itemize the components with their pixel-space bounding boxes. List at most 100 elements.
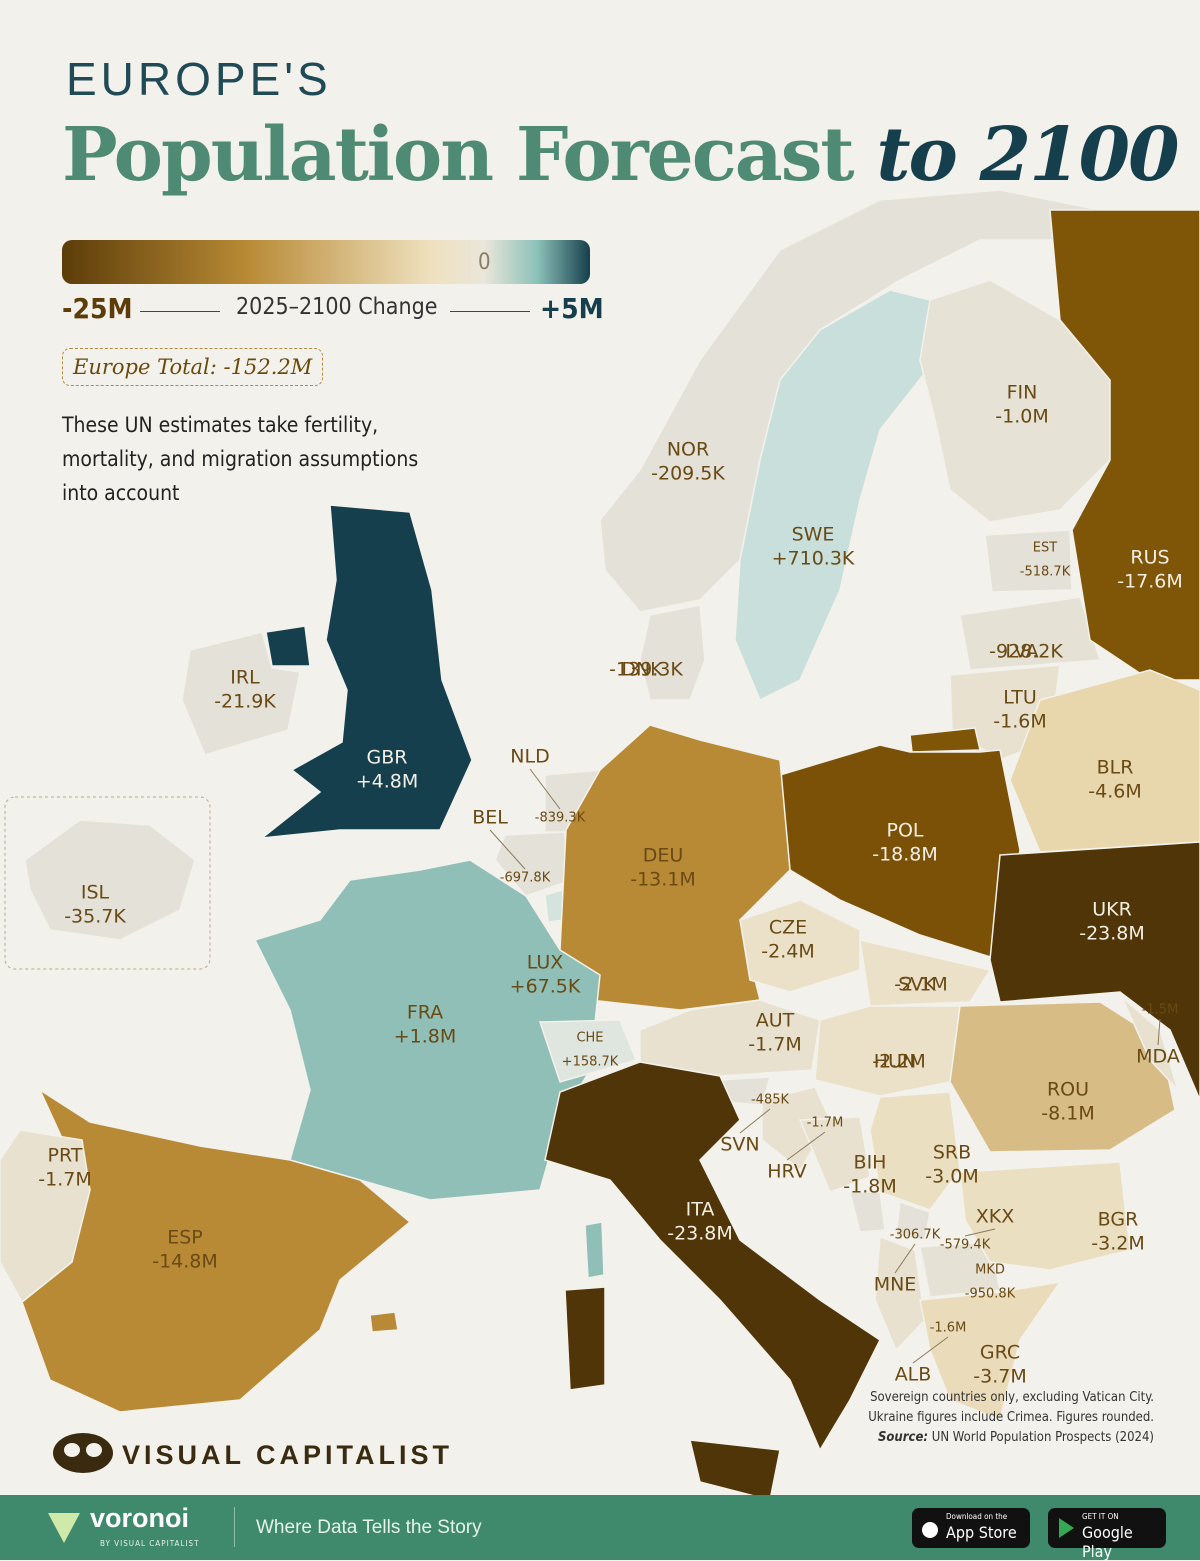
country-shape bbox=[0, 1129, 91, 1304]
legend-label: 2025–2100 Change bbox=[236, 294, 438, 320]
country-shape bbox=[24, 819, 196, 941]
footer-logo: voronoi bbox=[90, 1503, 189, 1533]
country-code: SRB bbox=[933, 1142, 971, 1164]
country-change: -13.1M bbox=[630, 869, 696, 891]
leader-line bbox=[964, 1228, 996, 1237]
leader-line bbox=[1157, 1018, 1161, 1046]
country-change: +710.3K bbox=[772, 548, 855, 570]
country-shape bbox=[584, 1221, 605, 1279]
country-change: -950.8K bbox=[965, 1287, 1016, 1302]
leader-line bbox=[739, 1108, 771, 1134]
country-code: LVA bbox=[1005, 641, 1038, 663]
country-shape bbox=[989, 841, 1200, 1101]
leader-line bbox=[894, 1243, 916, 1274]
country-code: SWE bbox=[792, 524, 835, 546]
country-shape bbox=[739, 899, 861, 993]
country-code: GBR bbox=[367, 747, 408, 769]
country-change: -2.1M bbox=[894, 974, 947, 996]
country-shape bbox=[544, 1061, 881, 1452]
description-line: mortality, and migration assumptions bbox=[62, 447, 419, 471]
country-change: -1.6M bbox=[930, 1321, 967, 1336]
country-shape bbox=[639, 604, 706, 701]
google-play-big: Google Play bbox=[1082, 1523, 1133, 1561]
country-code: POL bbox=[887, 820, 924, 842]
country-code: IRL bbox=[230, 667, 260, 689]
country-code: ROU bbox=[1047, 1079, 1089, 1101]
country-change: +67.5K bbox=[510, 976, 581, 998]
country-shape bbox=[909, 727, 981, 753]
title-accent: to 2100 bbox=[876, 112, 1179, 198]
country-shape bbox=[1009, 669, 1200, 853]
country-change: -485K bbox=[751, 1093, 790, 1108]
country-change: -518.7K bbox=[1020, 565, 1071, 580]
country-change: -1.5M bbox=[1142, 1003, 1179, 1018]
country-code: DEU bbox=[643, 845, 684, 867]
voronoi-logo bbox=[48, 1513, 80, 1543]
country-shape bbox=[369, 1311, 399, 1333]
country-change: -35.7K bbox=[64, 906, 126, 928]
country-code: HUN bbox=[874, 1051, 916, 1073]
brand: VISUAL CAPITALIST bbox=[122, 1440, 454, 1470]
source-label: Source: bbox=[877, 1430, 929, 1445]
country-code: BEL bbox=[472, 807, 508, 829]
country-change: -209.5K bbox=[651, 463, 725, 485]
country-shape bbox=[734, 289, 936, 702]
play-icon bbox=[1059, 1518, 1074, 1538]
country-change: -3.7M bbox=[973, 1366, 1026, 1388]
country-change: -1.7M bbox=[748, 1034, 801, 1056]
country-shape bbox=[599, 189, 1102, 613]
country-change: -3.2M bbox=[1091, 1233, 1144, 1255]
country-code: ESP bbox=[167, 1227, 203, 1249]
country-code: UKR bbox=[1092, 899, 1132, 921]
country-change: -4.6M bbox=[1088, 781, 1141, 803]
country-code: SVN bbox=[720, 1134, 759, 1156]
legend-gradient bbox=[62, 240, 590, 284]
country-shape bbox=[798, 1116, 871, 1193]
footnotes: Sovereign countries only, excluding Vati… bbox=[868, 1388, 1154, 1448]
country-change: -23.8M bbox=[1079, 923, 1145, 945]
country-code: CZE bbox=[769, 917, 807, 939]
country-change: -1.8M bbox=[843, 1176, 896, 1198]
country-code: FIN bbox=[1007, 382, 1038, 404]
country-change: -2.2M bbox=[872, 1051, 925, 1073]
legend-zero: 0 bbox=[478, 250, 491, 275]
footer-logo-sub: BY VISUAL CAPITALIST bbox=[100, 1539, 200, 1548]
country-shape bbox=[779, 744, 1021, 961]
country-change: -14.8M bbox=[152, 1251, 218, 1273]
title: Population Forecast to 2100 bbox=[62, 112, 1180, 198]
description-line: into account bbox=[62, 481, 180, 505]
country-code: BLR bbox=[1097, 757, 1134, 779]
country-change: -1.0M bbox=[995, 406, 1048, 428]
country-shape bbox=[874, 1235, 926, 1352]
tagline: Where Data Tells the Story bbox=[256, 1517, 482, 1538]
kicker: EUROPE'S bbox=[66, 53, 332, 105]
country-shape bbox=[869, 1091, 961, 1211]
country-change: -1.6M bbox=[993, 711, 1046, 733]
country-shape bbox=[494, 831, 567, 897]
country-code: EST bbox=[1033, 541, 1057, 556]
leader-line bbox=[912, 1336, 949, 1364]
country-shape bbox=[959, 596, 1102, 671]
country-code: ISL bbox=[81, 882, 110, 904]
apple-icon bbox=[922, 1522, 938, 1538]
country-shape bbox=[1121, 996, 1179, 1091]
country-shape bbox=[895, 1200, 931, 1241]
map: ISL-35.7KIRL-21.9KGBR+4.8MNOR-209.5KSWE+… bbox=[0, 189, 1200, 1495]
google-play-button[interactable]: GET IT ON Google Play bbox=[1048, 1508, 1166, 1561]
country-code: CHE bbox=[576, 1031, 603, 1046]
app-store-button[interactable]: Download on the App Store bbox=[912, 1508, 1030, 1548]
leader-line bbox=[786, 1131, 826, 1161]
country-shape bbox=[919, 1241, 1001, 1298]
country-change: +158.7K bbox=[562, 1055, 619, 1070]
country-shape bbox=[181, 631, 301, 756]
country-code: DNK bbox=[621, 659, 663, 681]
app-store-big: App Store bbox=[946, 1523, 1017, 1542]
title-main: Population Forecast bbox=[62, 112, 855, 198]
country-change: +1.8M bbox=[394, 1026, 457, 1048]
footnote: Sovereign countries only, excluding Vati… bbox=[870, 1390, 1154, 1405]
country-change: -23.8M bbox=[667, 1223, 733, 1245]
country-code: BIH bbox=[854, 1152, 887, 1174]
arrow-left bbox=[140, 311, 220, 312]
inset-frame bbox=[4, 796, 211, 970]
